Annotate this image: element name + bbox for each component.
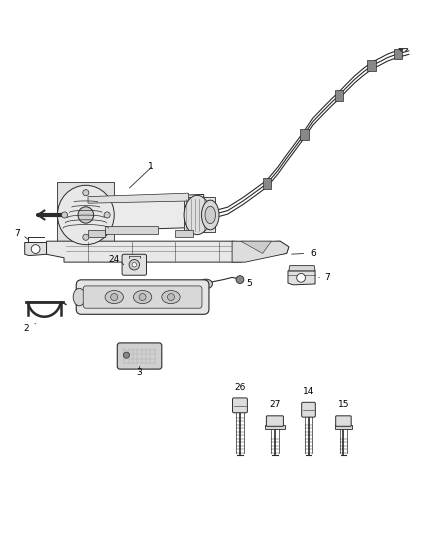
FancyBboxPatch shape	[302, 402, 315, 417]
FancyBboxPatch shape	[83, 286, 202, 308]
Bar	[335, 90, 343, 101]
Ellipse shape	[184, 195, 210, 235]
Circle shape	[124, 352, 130, 358]
Text: 1: 1	[148, 161, 154, 171]
Text: 27: 27	[269, 400, 281, 409]
Polygon shape	[88, 193, 188, 203]
Bar	[263, 179, 272, 189]
Ellipse shape	[134, 290, 152, 304]
Bar	[367, 60, 376, 71]
Circle shape	[297, 273, 305, 282]
Polygon shape	[241, 241, 272, 253]
Circle shape	[236, 276, 244, 284]
Text: 7: 7	[325, 273, 330, 282]
Text: 5: 5	[246, 279, 251, 288]
Circle shape	[83, 190, 89, 196]
Ellipse shape	[105, 290, 124, 304]
Polygon shape	[232, 241, 289, 262]
Bar	[335, 425, 352, 429]
Ellipse shape	[73, 288, 85, 306]
Text: 2: 2	[23, 324, 29, 333]
FancyBboxPatch shape	[122, 254, 147, 275]
Text: 3: 3	[137, 368, 142, 377]
Polygon shape	[68, 195, 204, 231]
Circle shape	[104, 212, 110, 218]
Ellipse shape	[205, 206, 215, 224]
FancyBboxPatch shape	[117, 343, 162, 369]
Circle shape	[132, 263, 137, 267]
Text: 6: 6	[310, 249, 316, 258]
Polygon shape	[46, 241, 289, 262]
Text: 14: 14	[303, 387, 314, 397]
Circle shape	[129, 260, 140, 270]
Text: 24: 24	[109, 255, 120, 264]
FancyBboxPatch shape	[336, 416, 351, 426]
Ellipse shape	[201, 200, 219, 230]
Bar	[300, 130, 308, 140]
Circle shape	[111, 294, 118, 301]
Ellipse shape	[199, 279, 212, 289]
Polygon shape	[288, 271, 315, 285]
Ellipse shape	[162, 290, 180, 304]
Polygon shape	[289, 265, 315, 271]
Polygon shape	[184, 197, 215, 232]
Bar	[88, 230, 106, 237]
Bar	[265, 425, 285, 429]
Circle shape	[167, 294, 174, 301]
Text: 7: 7	[14, 229, 20, 238]
Text: 15: 15	[338, 400, 349, 409]
FancyBboxPatch shape	[76, 280, 209, 314]
Circle shape	[31, 245, 40, 253]
Bar	[106, 226, 158, 234]
Text: 25: 25	[176, 297, 187, 306]
Bar	[57, 182, 114, 248]
Polygon shape	[25, 243, 46, 256]
Ellipse shape	[57, 185, 114, 245]
Circle shape	[83, 234, 89, 240]
FancyBboxPatch shape	[233, 398, 247, 413]
Ellipse shape	[78, 207, 94, 223]
FancyBboxPatch shape	[266, 416, 283, 426]
Circle shape	[139, 294, 146, 301]
Bar	[394, 49, 403, 59]
Text: 26: 26	[234, 383, 246, 392]
Circle shape	[61, 212, 67, 218]
Bar	[175, 230, 193, 237]
